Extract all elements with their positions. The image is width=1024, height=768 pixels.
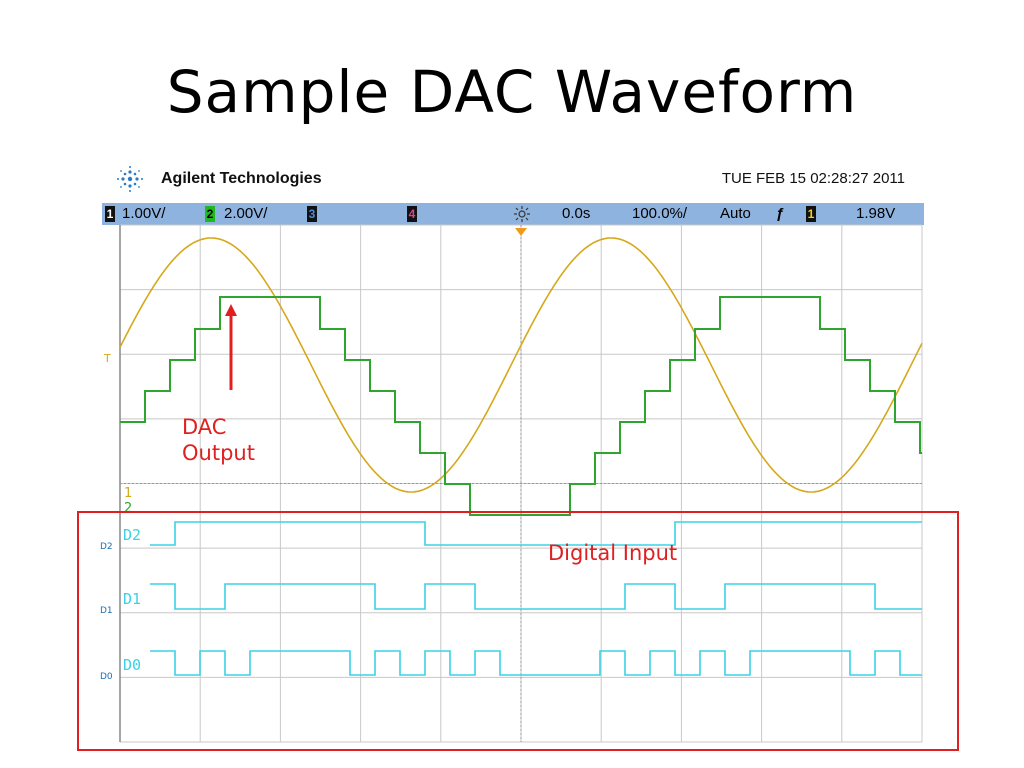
agilent-spark-logo bbox=[117, 166, 143, 192]
digital-input-box bbox=[77, 511, 959, 751]
digital-prefix-d0: D0 bbox=[100, 672, 113, 682]
ch1-indicator[interactable]: 1 bbox=[105, 206, 115, 222]
digital-prefix-d2: D2 bbox=[100, 542, 113, 552]
ch1-ground-marker: 1 bbox=[124, 486, 132, 501]
digital-trace-d0 bbox=[150, 650, 922, 676]
digital-label-d1: D1 bbox=[123, 590, 141, 608]
digital-trace-d2 bbox=[150, 521, 922, 546]
slide-title: Sample DAC Waveform bbox=[166, 58, 858, 126]
brand-name: Agilent Technologies bbox=[161, 170, 322, 187]
digital-prefix-d1: D1 bbox=[100, 606, 113, 616]
digital-input-label: Digital Input bbox=[548, 541, 678, 565]
timebase-value: 100.0%/ bbox=[632, 205, 688, 222]
digital-label-d2: D2 bbox=[123, 526, 141, 544]
trigger-mode: Auto bbox=[720, 205, 751, 222]
ch2-scale: 2.00V/ bbox=[224, 205, 268, 222]
digital-trace-d1 bbox=[150, 583, 922, 610]
dac-output-label: DAC Output bbox=[182, 415, 255, 465]
ch4-indicator[interactable]: 4 bbox=[407, 206, 417, 222]
scope-status-bar: 1 1.00V/ 2 2.00V/ 3 4 0.0s 100.0%/ Auto … bbox=[102, 203, 924, 225]
digital-label-d0: D0 bbox=[123, 656, 141, 674]
arrow-head-icon bbox=[225, 304, 237, 316]
ch2-indicator[interactable]: 2 bbox=[205, 206, 215, 222]
dac-output-trace bbox=[120, 296, 922, 516]
graticule bbox=[119, 224, 923, 743]
trigger-level: 1.98V bbox=[856, 205, 896, 222]
ch3-indicator[interactable]: 3 bbox=[307, 206, 317, 222]
delay-value: 0.0s bbox=[562, 205, 591, 222]
trigger-level-marker: T bbox=[103, 352, 111, 365]
trigger-slope-icon: ƒ bbox=[776, 205, 785, 222]
digital-traces: D2 D2 D1 D1 D0 D0 bbox=[100, 521, 922, 682]
trigger-position-marker bbox=[515, 228, 527, 236]
ch2-ground-marker: 2 bbox=[124, 501, 132, 516]
sun-icon bbox=[514, 206, 530, 222]
analog-sine-trace bbox=[119, 237, 923, 493]
ch1-scale: 1.00V/ bbox=[122, 205, 166, 222]
scope-datetime: TUE FEB 15 02:28:27 2011 bbox=[721, 170, 905, 187]
trigger-channel: 1 bbox=[806, 206, 816, 222]
scope-header: Agilent Technologies TUE FEB 15 02:28:27… bbox=[113, 162, 925, 198]
